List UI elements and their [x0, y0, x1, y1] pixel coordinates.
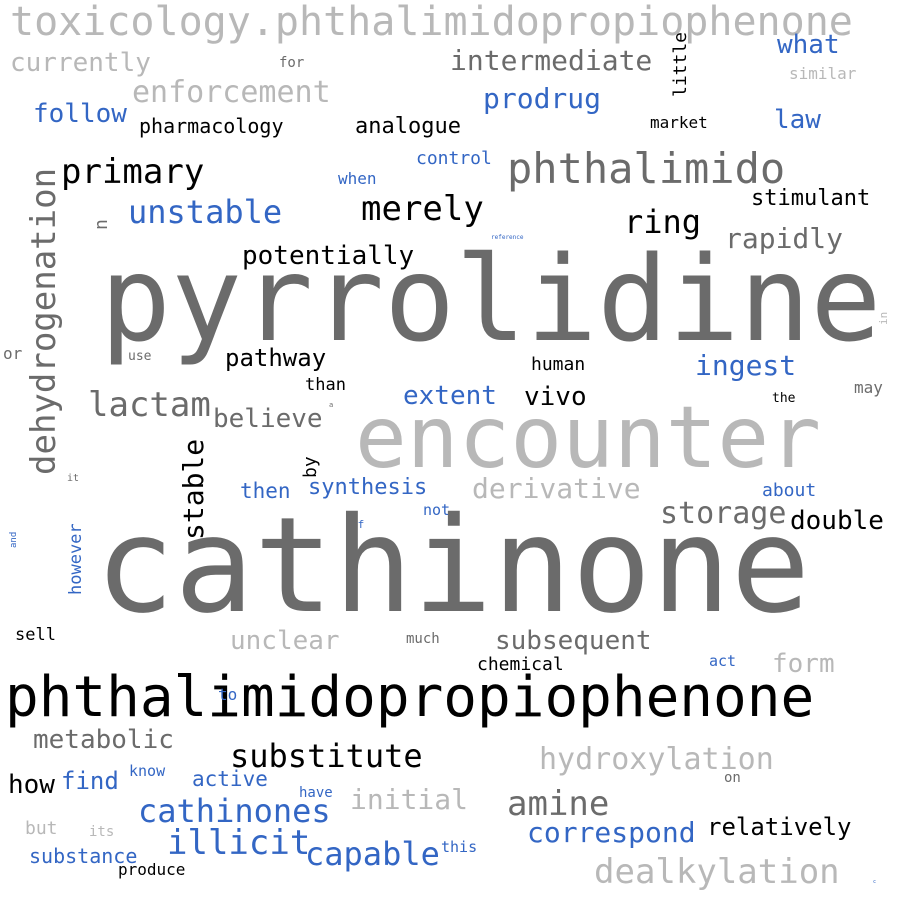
- word: sell: [15, 625, 56, 645]
- word: when: [338, 169, 377, 188]
- word: currently: [10, 48, 151, 78]
- word: chemical: [477, 654, 564, 675]
- word: n: [91, 219, 112, 230]
- word: dehydrogenation: [24, 167, 64, 475]
- word: stimulant: [751, 186, 871, 211]
- word: illicit: [167, 823, 311, 863]
- word: phthalimido: [507, 144, 786, 193]
- word: it: [67, 473, 80, 484]
- word: active: [192, 767, 268, 791]
- word: storage: [660, 496, 787, 531]
- word: unstable: [128, 193, 283, 231]
- word: c: [873, 879, 877, 885]
- word: however: [66, 523, 86, 595]
- word: to: [218, 685, 238, 704]
- word: little: [670, 31, 691, 97]
- word: cathinone: [95, 489, 811, 643]
- word: but: [25, 818, 58, 839]
- word: rapidly: [725, 222, 844, 255]
- word: encounter: [355, 388, 821, 488]
- word: may: [854, 378, 883, 397]
- word: market: [650, 113, 708, 132]
- word: capable: [305, 835, 440, 873]
- word: and: [9, 531, 19, 548]
- word: in: [877, 311, 890, 325]
- word: of: [351, 518, 365, 531]
- word: form: [772, 649, 835, 679]
- word: cathinones: [138, 792, 331, 830]
- word: initial: [350, 783, 469, 816]
- word: enforcement: [132, 75, 331, 110]
- word: intermediate: [450, 44, 653, 77]
- word: metabolic: [33, 725, 174, 755]
- word: similar: [789, 64, 857, 83]
- word: subsequent: [495, 626, 652, 656]
- word: prodrug: [483, 82, 602, 115]
- word: on: [724, 770, 741, 786]
- word: correspond: [527, 816, 696, 849]
- word: extent: [403, 381, 497, 411]
- word: produce: [118, 860, 186, 879]
- word: this: [441, 838, 478, 856]
- word: not: [423, 501, 451, 519]
- word: unclear: [230, 626, 340, 656]
- word: about: [762, 480, 817, 501]
- word: control: [416, 148, 492, 169]
- word: have: [299, 785, 333, 801]
- word: vivo: [524, 382, 587, 412]
- word: primary: [61, 152, 205, 192]
- word: law: [774, 105, 821, 135]
- word: pathway: [225, 344, 327, 372]
- word: phthalimidopropiophenone: [5, 665, 815, 730]
- word: dealkylation: [594, 852, 840, 892]
- word: merely: [361, 189, 484, 229]
- word: reference: [491, 234, 524, 241]
- word: ingest: [695, 349, 797, 382]
- word: double: [790, 506, 884, 536]
- word: substitute: [230, 737, 423, 775]
- word: substance: [29, 844, 138, 868]
- word: believe: [213, 404, 323, 434]
- word: toxicology.phthalimidopropiophenone: [10, 0, 853, 45]
- word: pharmacology: [139, 114, 284, 138]
- word: use: [128, 349, 152, 364]
- word: much: [406, 631, 440, 647]
- word: a: [329, 401, 334, 409]
- word: synthesis: [308, 475, 428, 500]
- word: pyrrolidine: [100, 230, 882, 368]
- word: follow: [33, 99, 127, 129]
- word: the: [772, 391, 796, 406]
- word: derivative: [472, 472, 641, 505]
- word: potentially: [242, 241, 415, 271]
- word: relatively: [707, 813, 852, 841]
- word: lactam: [88, 385, 211, 425]
- word: find: [61, 767, 119, 795]
- word: what: [777, 30, 840, 60]
- word: than: [305, 375, 346, 395]
- word: act: [709, 652, 737, 670]
- word: know: [129, 762, 166, 780]
- word: or: [3, 344, 23, 363]
- word: its: [89, 824, 115, 840]
- word: for: [279, 55, 305, 71]
- word: analogue: [355, 114, 461, 139]
- word: human: [531, 354, 586, 375]
- word: amine: [507, 784, 610, 824]
- word: how: [8, 770, 55, 800]
- word: hydroxylation: [539, 742, 774, 777]
- word: ring: [624, 203, 702, 241]
- word: then: [240, 479, 291, 503]
